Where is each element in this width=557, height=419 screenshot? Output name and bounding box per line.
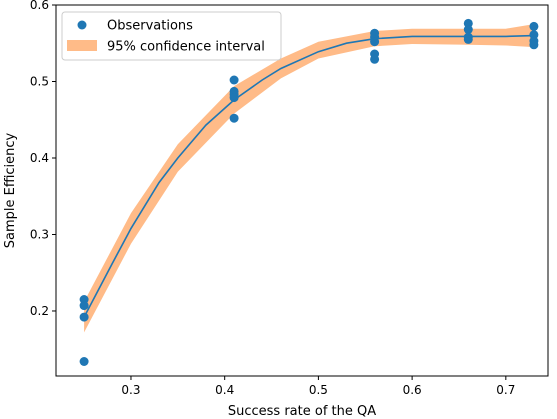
observation-point: [370, 54, 380, 64]
observation-point: [229, 75, 239, 85]
legend-confidence-interval-patch: [67, 40, 97, 51]
observation-point: [529, 30, 539, 40]
y-axis-label: Sample Efficiency: [3, 132, 18, 248]
plot-area: [79, 18, 539, 366]
y-tick-label: 0.4: [30, 151, 49, 165]
legend-observations-marker: [77, 20, 87, 30]
x-tick-label: 0.6: [403, 383, 422, 397]
confidence-band: [84, 24, 534, 333]
legend: Observations 95% confidence interval: [61, 11, 282, 61]
y-tick-label: 0.2: [30, 304, 49, 318]
axes: 0.3 0.4 0.5 0.6 0.7 0.2 0.3 0.4 0.5 0.6: [30, 0, 549, 397]
x-tick-label: 0.3: [121, 383, 140, 397]
observation-point: [463, 25, 473, 34]
observation-point: [79, 301, 89, 311]
observation-point: [229, 113, 239, 123]
x-tick-label: 0.5: [309, 383, 328, 397]
y-tick-label: 0.6: [30, 0, 49, 12]
x-axis-label: Success rate of the QA: [228, 404, 376, 419]
y-tick-label: 0.5: [30, 74, 49, 88]
legend-confidence-interval-label: 95% confidence interval: [107, 40, 265, 55]
observation-point: [529, 40, 539, 50]
observation-point: [229, 93, 239, 103]
observation-point: [79, 357, 89, 366]
axes-frame: [55, 4, 549, 377]
fit-line: [83, 34, 534, 318]
legend-observations-label: Observations: [107, 19, 193, 34]
observation-point: [529, 21, 539, 31]
legend-box: [61, 11, 282, 61]
y-tick-label: 0.3: [30, 227, 49, 241]
x-tick-label: 0.7: [496, 383, 515, 397]
x-tick-label: 0.4: [215, 383, 234, 397]
